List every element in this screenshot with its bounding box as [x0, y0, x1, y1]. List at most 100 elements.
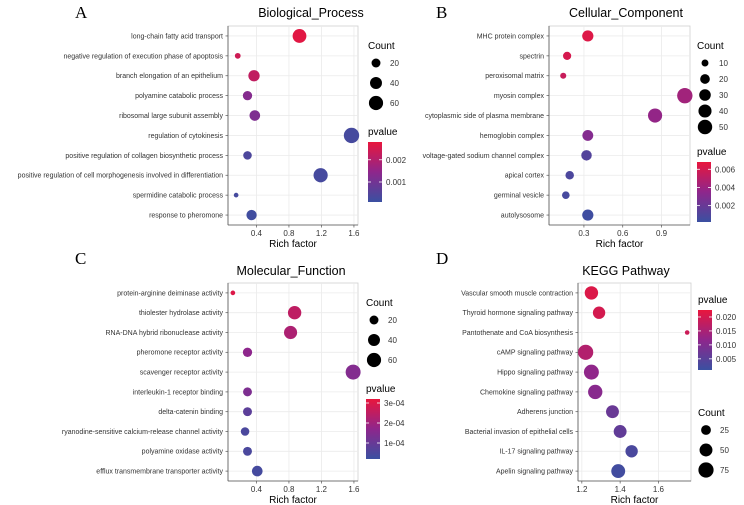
- bubble-germinal-vesicle: [562, 191, 570, 199]
- panel-b-pvalue-colorbar: [697, 162, 711, 222]
- y-tick-label-germinal-vesicle: germinal vesicle: [494, 193, 544, 200]
- bubble-camp-signaling-pathway: [578, 344, 594, 360]
- bubble-autolysosome: [582, 209, 594, 221]
- panel-b-title: Cellular_Component: [569, 6, 683, 20]
- y-tick-label-polyamine-oxidase-activity: polyamine oxidase activity: [142, 449, 224, 456]
- bubble-efflux-transmembrane-transporter-activity: [251, 465, 263, 477]
- y-tick-label-branch-elongation-of-an-epithelium: branch elongation of an epithelium: [116, 73, 223, 80]
- bubble-ryanodine-sensitive-calcium-release-channel-activity: [240, 427, 250, 436]
- panel-a-count-legend-key: [371, 58, 381, 68]
- panel-c-count-legend-key: [366, 352, 382, 368]
- bubble-adherens-junction: [606, 405, 619, 419]
- panel-c-letter: C: [75, 249, 86, 268]
- panel-b-x-tick-label: 0.3: [578, 229, 590, 238]
- y-tick-label-interleukin-1-receptor-binding: interleukin-1 receptor binding: [133, 389, 223, 396]
- panel-b-plot-area: [548, 25, 691, 226]
- y-tick-label-positive-regulation-of-cell-morphogenesis-involved-in-differentiation: positive regulation of cell morphogenesi…: [18, 173, 223, 180]
- y-tick-label-efflux-transmembrane-transporter-activity: efflux transmembrane transporter activit…: [96, 469, 223, 476]
- bubble-thiolester-hydrolase-activity: [287, 306, 302, 320]
- y-tick-label-pheromone-receptor-activity: pheromone receptor activity: [137, 350, 224, 357]
- panel-b-x-axis-label: Rich factor: [596, 239, 644, 250]
- bubble-interleukin-1-receptor-binding: [243, 387, 252, 397]
- panel-b-count-legend-title: Count: [697, 41, 724, 52]
- panel-a-pvalue-legend-label: 0.001: [386, 178, 407, 187]
- y-tick-label-camp-signaling-pathway: cAMP signaling pathway: [497, 350, 574, 357]
- bubble-spermidine-catabolic-process: [233, 192, 239, 198]
- y-tick-label-autolysosome: autolysosome: [501, 212, 544, 219]
- panel-c-x-tick-label: 1.6: [348, 485, 360, 494]
- panel-d: D KEGG Pathway Vascular smooth muscle cont…: [436, 249, 737, 505]
- panel-a-count-legend-label: 40: [390, 79, 399, 88]
- bubble-polyamine-oxidase-activity: [243, 446, 252, 456]
- bubble-protein-arginine-deiminase-activity: [230, 290, 236, 296]
- bubble-ribosomal-large-subunit-assembly: [249, 110, 261, 121]
- bubble-response-to-pheromone: [246, 209, 257, 221]
- panel-d-x-axis-label: Rich factor: [611, 495, 659, 505]
- panel-b-count-legend-label: 50: [719, 123, 728, 132]
- panel-b-x-tick-label: 0.9: [656, 229, 668, 238]
- y-tick-label-voltage-gated-sodium-channel-complex: voltage-gated sodium channel complex: [423, 153, 545, 160]
- panel-b-count-legend-key: [699, 89, 711, 101]
- panel-d-pvalue-legend-title: pvalue: [698, 295, 728, 306]
- y-tick-label-bacterial-invasion-of-epithelial-cells: Bacterial invasion of epithelial cells: [465, 429, 574, 436]
- bubble-pantothenate-and-coa-biosynthesis: [684, 330, 690, 335]
- bubble-bacterial-invasion-of-epithelial-cells: [613, 425, 627, 438]
- panel-b-count-legend-key: [700, 74, 710, 84]
- y-tick-label-apelin-signaling-pathway: Apelin signaling pathway: [496, 469, 574, 476]
- panel-b: B Cellular_Component MHC protein complex sp…: [423, 3, 736, 250]
- panel-c-pvalue-legend-label: 1e-04: [384, 439, 405, 448]
- panel-d-pvalue-legend-label: 0.020: [716, 313, 737, 322]
- panel-d-count-legend-title: Count: [698, 408, 725, 419]
- bubble-hippo-signaling-pathway: [583, 364, 599, 380]
- y-tick-label-protein-arginine-deiminase-activity: protein-arginine deiminase activity: [117, 290, 223, 297]
- bubble-chemokine-signaling-pathway: [588, 384, 603, 400]
- panel-d-x-tick-label: 1.4: [615, 485, 627, 494]
- panel-c-pvalue-legend-label: 2e-04: [384, 419, 405, 428]
- bubble-polyamine-catabolic-process: [242, 90, 253, 101]
- bubble-hemoglobin-complex: [582, 130, 594, 141]
- panel-a-x-tick-label: 1.6: [348, 229, 360, 238]
- y-tick-label-peroxisomal-matrix: peroxisomal matrix: [485, 73, 544, 80]
- y-tick-label-myosin-complex: myosin complex: [494, 93, 545, 100]
- panel-a-x-axis-label: Rich factor: [269, 239, 317, 250]
- panel-d-pvalue-legend-label: 0.015: [716, 327, 737, 336]
- panel-d-count-legend-key: [699, 443, 713, 457]
- panel-a-count-legend-title: Count: [368, 41, 395, 52]
- bubble-thyroid-hormone-signaling-pathway: [592, 306, 606, 319]
- panel-b-count-legend-label: 20: [719, 75, 728, 84]
- panel-d-pvalue-colorbar: [698, 310, 712, 370]
- panel-a-title: Biological_Process: [258, 6, 364, 20]
- bubble-apelin-signaling-pathway: [611, 464, 626, 479]
- panel-c-pvalue-legend-title: pvalue: [366, 384, 396, 395]
- bubble-regulation-of-cytokinesis: [343, 127, 360, 144]
- panel-b-count-legend-key: [698, 104, 712, 118]
- bubble-positive-regulation-of-collagen-biosynthetic-process: [243, 151, 252, 160]
- bubble-rna-dna-hybrid-ribonuclease-activity: [283, 325, 298, 340]
- panel-b-letter: B: [436, 3, 447, 22]
- y-tick-label-apical-cortex: apical cortex: [505, 173, 545, 180]
- panel-b-count-legend-key: [697, 119, 713, 135]
- panel-c-count-legend-label: 40: [388, 336, 397, 345]
- y-tick-label-scavenger-receptor-activity: scavenger receptor activity: [140, 370, 224, 377]
- panel-b-pvalue-legend-label: 0.006: [715, 165, 736, 174]
- panel-a-plot-area: [227, 25, 359, 226]
- bubble-myosin-complex: [677, 87, 693, 104]
- y-tick-label-response-to-pheromone: response to pheromone: [149, 212, 223, 219]
- y-tick-label-thyroid-hormone-signaling-pathway: Thyroid hormone signaling pathway: [462, 310, 573, 317]
- panel-a-pvalue-colorbar: [368, 142, 382, 202]
- y-tick-label-spectrin: spectrin: [519, 53, 544, 60]
- panel-b-pvalue-legend-title: pvalue: [697, 147, 727, 158]
- bubble-mhc-protein-complex: [582, 30, 594, 42]
- panel-b-count-legend-key: [701, 59, 709, 67]
- panel-d-count-legend-label: 50: [720, 446, 729, 455]
- y-tick-label-cytoplasmic-side-of-plasma-membrane: cytoplasmic side of plasma membrane: [425, 113, 544, 120]
- panel-d-pvalue-legend-label: 0.010: [716, 341, 737, 350]
- panel-a-count-legend-label: 60: [390, 99, 399, 108]
- panel-a-pvalue-legend-title: pvalue: [368, 127, 398, 138]
- bubble-scavenger-receptor-activity: [345, 364, 361, 380]
- panel-c-title: Molecular_Function: [236, 264, 345, 278]
- bubble-long-chain-fatty-acid-transport: [292, 29, 307, 43]
- panel-a-x-tick-label: 0.4: [251, 229, 263, 238]
- panel-b-count-legend-label: 10: [719, 59, 728, 68]
